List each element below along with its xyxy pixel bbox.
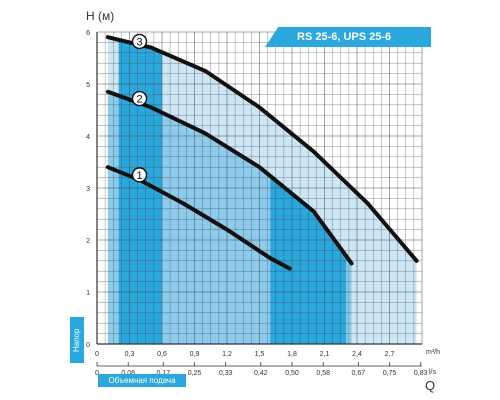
x-tick-label-m3h: 0,6: [157, 351, 167, 358]
x-tick-label-m3h: 0,3: [125, 351, 135, 358]
x-tick-label-m3h: 0: [95, 351, 99, 358]
y-tick-label: 4: [86, 134, 90, 141]
curve-marker-3: [131, 33, 148, 50]
y-tick-label: 5: [86, 82, 90, 89]
curve-marker-1: [131, 167, 148, 183]
highlight-band-1: [118, 39, 162, 345]
x-tick-label-ls: 0,25: [188, 370, 202, 377]
x-tick-label-m3h: 1,8: [287, 351, 297, 358]
x-tick-label-ls: 0,58: [316, 370, 330, 377]
curve-markers: 1 2 3: [131, 33, 148, 183]
x-tick-label-ls: 0,17: [156, 370, 170, 377]
x-tick-label-ls: 0,75: [383, 370, 397, 377]
grid: [96, 31, 423, 345]
x-tick-label-m3h: 0,9: [190, 351, 200, 358]
x-tick-label-m3h: 2,4: [352, 351, 362, 358]
y-tick-label: 0: [86, 342, 90, 349]
flow-bottom-label: Объемная подача: [98, 374, 186, 387]
x-tick-label-ls: 0,33: [219, 370, 233, 377]
x-unit-top: m³/h: [426, 349, 440, 356]
x-tick-label-m3h: 2,1: [320, 351, 330, 358]
head-side-label: Напор: [70, 317, 84, 363]
x-tick-label-ls: 0,08: [121, 370, 135, 377]
y-axis-title: H (м): [86, 9, 114, 23]
curve-marker-2: [131, 90, 148, 107]
y-tick-label: 6: [86, 30, 90, 37]
y-tick-label: 3: [86, 186, 90, 193]
curve-marker-label-2: 2: [136, 94, 142, 106]
y-tick-label: 1: [86, 290, 90, 297]
curve-3: [105, 35, 419, 263]
x-unit-bottom: l/s: [429, 369, 437, 376]
x-tick-label-ls: 0,42: [254, 370, 268, 377]
pump-model-title: RS 25-6, UPS 25-6: [265, 27, 431, 47]
x-tick-label-ls: 0,83: [414, 370, 428, 377]
x-tick-label-m3h: 2,7: [385, 351, 395, 358]
x-tick-label-ls: 0,50: [285, 370, 299, 377]
x-tick-label-ls: 0: [95, 370, 99, 377]
x-tick-label-m3h: 1,5: [255, 351, 265, 358]
y-tick-label: 2: [86, 238, 90, 245]
operating-area-fills: [107, 37, 417, 345]
curve-marker-label-1: 1: [136, 170, 142, 182]
x-tick-label-ls: 0,67: [351, 370, 365, 377]
axes: 0 1 2 3 4 5 6 0 0,3 0,6 0,9 1,2 1,5 1,8 2,1 2,4 2,7 0 0,08…: [86, 9, 440, 393]
curve-marker-label-3: 3: [136, 36, 142, 48]
x-axis-title: Q: [425, 378, 435, 393]
x-tick-label-m3h: 1,2: [222, 351, 232, 358]
